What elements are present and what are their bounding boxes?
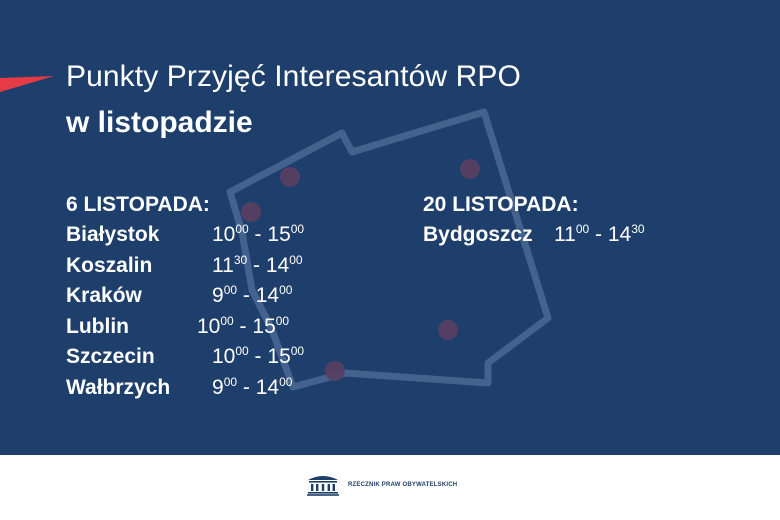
time-separator: -	[248, 345, 268, 368]
schedule-column-left: 6 LISTOPADA: Białystok 1000 - 1500 Koszali…	[66, 190, 304, 404]
start-minute: 00	[235, 222, 249, 236]
start-hour: 11	[554, 223, 576, 246]
end-minute: 00	[290, 344, 305, 358]
start-hour: 11	[212, 253, 234, 277]
opening-hours: 1000 - 1500	[212, 342, 304, 373]
end-hour: 14	[255, 375, 280, 399]
city-name: Kraków	[66, 284, 142, 307]
end-minute: 00	[275, 313, 290, 328]
city-name: Bydgoszcz	[423, 223, 533, 246]
end-minute: 00	[279, 374, 293, 389]
time-separator: -	[247, 253, 266, 277]
time-separator: -	[248, 223, 268, 246]
end-hour: 15	[267, 345, 291, 368]
red-accent-shape	[0, 76, 54, 92]
end-minute: 00	[290, 222, 305, 236]
end-minute: 30	[631, 222, 645, 236]
time-separator: -	[589, 223, 608, 246]
schedule-row: Wałbrzych 900 - 1400	[66, 373, 292, 404]
start-minute: 00	[223, 283, 238, 297]
start-minute: 00	[575, 222, 590, 236]
end-minute: 00	[289, 252, 303, 267]
start-hour: 10	[212, 345, 236, 368]
schedule-row: Koszalin 1130 - 1400	[66, 251, 303, 282]
logo-text: RZECZNIK PRAW OBYWATELSKICH	[348, 482, 458, 488]
start-hour: 9	[212, 375, 224, 399]
banner: Punkty Przyjęć Interesantów RPO w listop…	[0, 0, 780, 455]
building-columns-icon	[307, 476, 339, 496]
end-hour: 14	[607, 223, 632, 246]
city-name: Białystok	[66, 223, 160, 246]
start-minute: 00	[235, 344, 249, 358]
city-name: Szczecin	[66, 345, 155, 368]
city-name: Wałbrzych	[66, 375, 171, 399]
schedule-column-right: 20 LISTOPADA: Bydgoszcz 1100 - 1430	[423, 190, 645, 251]
end-hour: 14	[255, 284, 280, 307]
schedule-row: Bydgoszcz 1100 - 1430	[423, 220, 645, 251]
city-name: Koszalin	[66, 253, 153, 277]
opening-hours: 1000 - 1500	[197, 312, 289, 343]
time-separator: -	[233, 314, 253, 338]
start-minute: 30	[233, 252, 248, 267]
opening-hours: 1100 - 1430	[554, 220, 645, 251]
city-name: Lublin	[66, 314, 129, 338]
opening-hours: 900 - 1400	[212, 373, 292, 404]
rpo-logo: RZECZNIK PRAW OBYWATELSKICH	[306, 474, 457, 496]
opening-hours: 1000 - 1500	[212, 220, 304, 251]
date-heading: 20 LISTOPADA:	[423, 193, 579, 216]
date-heading: 6 LISTOPADA:	[66, 193, 210, 216]
start-hour: 10	[212, 223, 236, 246]
end-minute: 00	[279, 283, 293, 297]
start-hour: 9	[212, 284, 224, 307]
page-title: Punkty Przyjęć Interesantów RPO	[66, 60, 521, 93]
end-hour: 15	[267, 223, 291, 246]
time-separator: -	[237, 284, 256, 307]
footer: RZECZNIK PRAW OBYWATELSKICH	[0, 455, 780, 520]
start-hour: 10	[197, 314, 221, 338]
schedule-row: Szczecin 1000 - 1500	[66, 342, 304, 373]
time-separator: -	[237, 375, 256, 399]
start-minute: 00	[223, 374, 238, 389]
opening-hours: 900 - 1400	[212, 281, 292, 312]
schedule-row: Białystok 1000 - 1500	[66, 220, 304, 251]
start-minute: 00	[220, 313, 234, 328]
end-hour: 14	[265, 253, 290, 277]
opening-hours: 1130 - 1400	[212, 251, 303, 282]
poland-map-outline-icon	[226, 108, 552, 391]
page-subtitle: w listopadzie	[66, 106, 253, 139]
schedule-row: Lublin 1000 - 1500	[66, 312, 289, 343]
end-hour: 15	[252, 314, 276, 338]
schedule-row: Kraków 900 - 1400	[66, 281, 292, 312]
